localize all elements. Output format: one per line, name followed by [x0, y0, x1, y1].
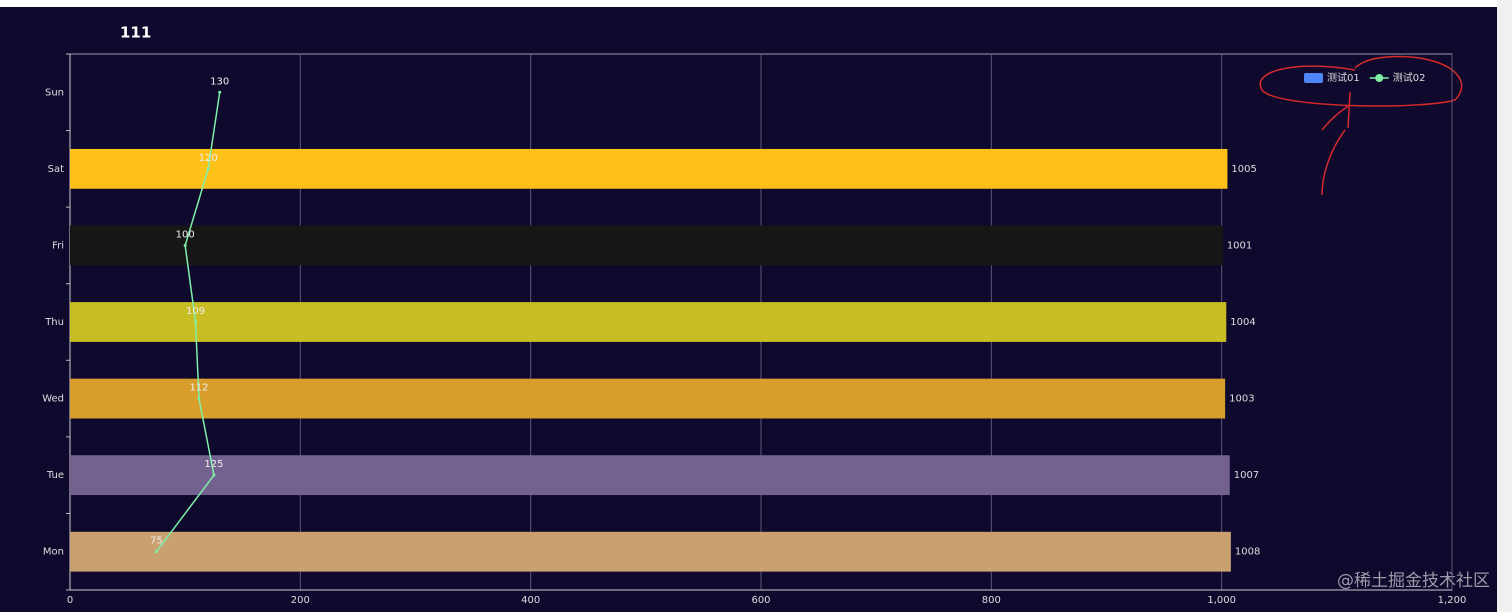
x-tick-label: 800: [982, 595, 1001, 606]
line-point: [218, 90, 222, 94]
watermark: @稀土掘金技术社区: [1337, 571, 1490, 591]
y-tick-label: Sun: [45, 87, 64, 98]
bar-value-label: 1003: [1229, 394, 1254, 405]
chart-title: 111: [120, 24, 151, 42]
line-point: [154, 550, 158, 554]
line-point: [194, 320, 198, 324]
line-point: [212, 473, 216, 477]
bar-value-label: 1004: [1230, 317, 1255, 328]
line-value-label: 112: [189, 383, 208, 394]
annotation-circle: [1259, 55, 1463, 107]
x-tick-label: 600: [751, 595, 770, 606]
y-tick-label: Fri: [52, 240, 64, 251]
bar: [70, 455, 1230, 496]
annotation-arrow: [1321, 91, 1351, 196]
line-point: [206, 167, 210, 171]
y-tick-label: Mon: [43, 547, 64, 558]
x-tick-label: 1,200: [1438, 595, 1467, 606]
x-tick-label: 400: [521, 595, 540, 606]
y-tick-label: Thu: [44, 317, 64, 328]
scrollbar: [1497, 0, 1512, 612]
bar-value-label: 1008: [1235, 547, 1260, 558]
legend-swatch: [1375, 74, 1384, 82]
x-tick-label: 0: [67, 595, 73, 606]
y-tick-label: Wed: [42, 394, 64, 405]
bar: [70, 531, 1231, 572]
bar-value-label: 1007: [1234, 470, 1259, 481]
line-value-label: 120: [199, 153, 218, 164]
y-tick-label: Sat: [48, 164, 64, 175]
line-point: [183, 243, 187, 247]
x-tick-label: 1,000: [1207, 595, 1236, 606]
line-value-label: 125: [204, 459, 223, 470]
line-value-label: 100: [176, 229, 195, 240]
line-value-label: 109: [186, 306, 205, 317]
bar-value-label: 1005: [1231, 164, 1256, 175]
bar: [70, 225, 1223, 266]
x-tick-label: 200: [291, 595, 310, 606]
line-point: [197, 397, 201, 401]
line-value-label: 130: [210, 76, 229, 87]
legend-label: 测试01: [1327, 71, 1360, 84]
y-tick-label: Tue: [46, 470, 64, 481]
bar: [70, 378, 1226, 419]
bar: [70, 148, 1228, 189]
bar-value-label: 1001: [1227, 240, 1252, 251]
bar: [70, 302, 1227, 342]
legend-label: 测试02: [1393, 71, 1426, 84]
line-value-label: 75: [150, 536, 163, 547]
legend-swatch: [1304, 73, 1323, 83]
